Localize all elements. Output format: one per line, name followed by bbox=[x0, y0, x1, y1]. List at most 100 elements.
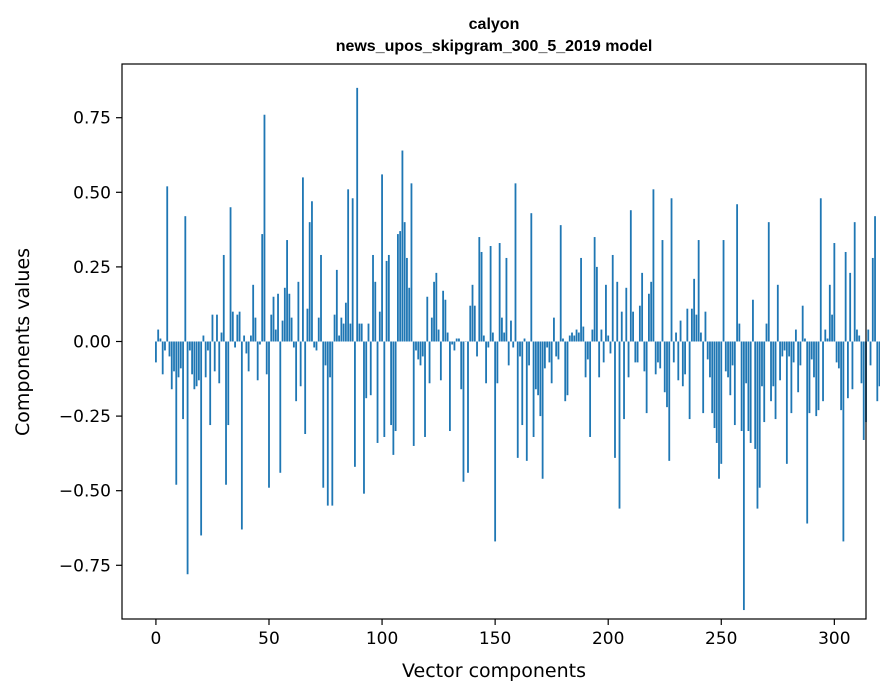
bar bbox=[220, 332, 223, 342]
bar bbox=[804, 338, 806, 342]
chart-title-line2: news_upos_skipgram_300_5_2019 model bbox=[336, 38, 653, 55]
bar bbox=[645, 341, 648, 414]
bar bbox=[530, 213, 533, 342]
bar bbox=[557, 341, 560, 360]
bar bbox=[428, 341, 431, 384]
bar bbox=[546, 341, 549, 348]
bar bbox=[186, 341, 189, 575]
bar bbox=[822, 341, 824, 402]
bar bbox=[406, 257, 408, 342]
y-tick-label: 0.75 bbox=[73, 109, 111, 129]
bar bbox=[797, 341, 800, 393]
bar bbox=[774, 341, 777, 420]
bar bbox=[295, 341, 298, 402]
bar bbox=[539, 341, 542, 417]
bar bbox=[367, 323, 370, 342]
bar bbox=[430, 317, 433, 342]
bar bbox=[313, 341, 316, 348]
bar bbox=[320, 254, 322, 342]
bar bbox=[467, 341, 469, 473]
bar bbox=[272, 296, 275, 342]
x-tick-label: 300 bbox=[818, 629, 850, 649]
bar bbox=[354, 341, 356, 467]
bar bbox=[390, 341, 393, 426]
bar bbox=[641, 272, 644, 342]
bar bbox=[754, 341, 757, 449]
bar bbox=[514, 183, 517, 342]
bar bbox=[543, 341, 546, 369]
bar bbox=[724, 341, 727, 372]
y-tick-label: −0.50 bbox=[59, 482, 111, 502]
bar bbox=[360, 323, 363, 342]
bar bbox=[598, 341, 601, 378]
bar bbox=[256, 341, 259, 381]
bar bbox=[288, 293, 291, 342]
bar bbox=[188, 341, 191, 351]
bar bbox=[453, 341, 456, 351]
bar bbox=[476, 341, 478, 357]
bar bbox=[562, 338, 564, 342]
bar bbox=[292, 341, 295, 348]
bar bbox=[231, 311, 234, 342]
bar bbox=[577, 332, 580, 342]
bar bbox=[605, 284, 607, 342]
bar bbox=[686, 308, 689, 342]
bar bbox=[826, 338, 829, 342]
bar bbox=[853, 222, 856, 342]
bar bbox=[842, 341, 845, 542]
bar bbox=[236, 314, 239, 342]
bar bbox=[566, 341, 569, 396]
bar bbox=[507, 341, 510, 366]
bar bbox=[426, 296, 429, 342]
bar bbox=[849, 272, 852, 342]
bar bbox=[828, 284, 831, 342]
x-tick-label: 150 bbox=[479, 629, 511, 649]
bar bbox=[614, 341, 616, 458]
bar bbox=[648, 293, 650, 342]
bar bbox=[331, 341, 334, 506]
bar bbox=[815, 341, 818, 417]
bar bbox=[837, 341, 840, 369]
bar bbox=[378, 311, 381, 342]
bar bbox=[654, 341, 657, 375]
bar bbox=[632, 311, 634, 342]
bar bbox=[869, 341, 872, 366]
bar bbox=[709, 341, 711, 378]
bar bbox=[806, 341, 809, 524]
bar bbox=[580, 257, 582, 342]
bar bbox=[819, 198, 822, 342]
bar bbox=[349, 323, 352, 342]
bar bbox=[250, 335, 252, 342]
bar bbox=[736, 204, 739, 342]
bar bbox=[659, 341, 662, 369]
bar bbox=[311, 201, 313, 342]
bar bbox=[297, 281, 300, 342]
bar bbox=[781, 341, 784, 357]
bar bbox=[833, 243, 836, 342]
chart-title-line1: calyon bbox=[469, 16, 520, 33]
bar bbox=[458, 338, 460, 342]
bar bbox=[785, 341, 788, 464]
bar bbox=[638, 305, 641, 342]
bar bbox=[299, 341, 302, 387]
bar bbox=[856, 329, 858, 342]
bar bbox=[462, 341, 465, 482]
bar bbox=[593, 237, 596, 342]
bar bbox=[261, 234, 264, 342]
bar bbox=[541, 341, 544, 479]
bar bbox=[591, 329, 594, 342]
bar bbox=[358, 323, 361, 342]
bar bbox=[392, 341, 395, 455]
bar bbox=[772, 341, 775, 387]
bar bbox=[693, 278, 696, 342]
bar bbox=[749, 341, 752, 443]
bar bbox=[627, 341, 630, 378]
bar bbox=[496, 341, 499, 384]
bar bbox=[385, 260, 388, 342]
bar bbox=[713, 341, 716, 429]
bar bbox=[387, 254, 390, 342]
bar bbox=[525, 341, 528, 461]
bar bbox=[439, 341, 442, 381]
bar bbox=[851, 341, 854, 390]
bar bbox=[155, 341, 157, 363]
